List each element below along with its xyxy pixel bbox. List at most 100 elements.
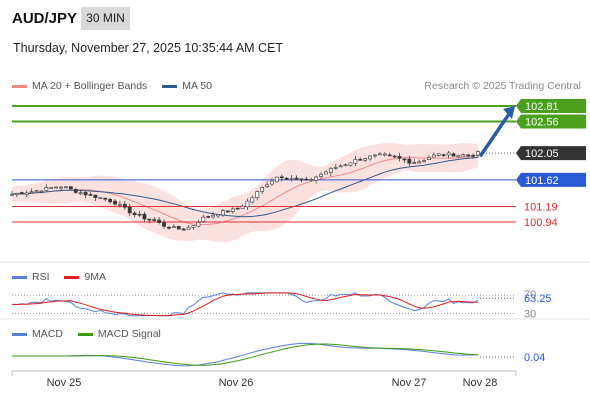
price-tag-102.81: [516, 99, 586, 113]
candle: [436, 153, 441, 156]
rsi-legend: RSI 9MA: [12, 271, 118, 283]
candle: [476, 151, 480, 156]
candle: [127, 207, 132, 214]
price-label-102.56: 102.56: [525, 117, 559, 129]
rsi-label: RSI: [32, 271, 50, 283]
candle: [108, 199, 113, 203]
candle: [324, 171, 328, 175]
symbol-title: AUD/JPY: [12, 10, 78, 27]
candle: [314, 176, 319, 181]
candle: [392, 155, 397, 158]
candle: [167, 226, 171, 229]
price-tag-102.05: [516, 146, 586, 161]
candle: [377, 153, 382, 156]
signal-swatch: [77, 332, 93, 336]
rsi-30-label: 30: [524, 308, 536, 320]
candle: [265, 184, 269, 188]
candle: [137, 213, 142, 216]
price-tag-101.62: [516, 172, 586, 187]
candle: [338, 165, 343, 168]
ma20-swatch: [12, 84, 27, 88]
x-tick-label: Nov 27: [392, 377, 427, 389]
timeframe-button[interactable]: 30 MIN: [81, 7, 130, 30]
candle: [39, 190, 44, 193]
price-label-102.05: 102.05: [525, 148, 559, 160]
arrow-head: [503, 106, 515, 119]
ma20-label: MA 20 + Bollinger Bands: [32, 80, 148, 92]
candle: [304, 178, 309, 181]
candle: [427, 157, 431, 160]
candle: [255, 191, 260, 199]
price-tag-102.56: [516, 114, 586, 129]
candle: [142, 213, 147, 220]
ma50-label: MA 50: [182, 80, 212, 92]
candle: [250, 197, 255, 203]
candle: [284, 177, 289, 180]
candle: [382, 153, 387, 156]
datetime-label: Thursday, November 27, 2025 10:35:44 AM …: [13, 41, 284, 55]
ma50-line: [11, 156, 479, 218]
price-levels: [12, 105, 516, 223]
price-label-101.19: 101.19: [524, 201, 558, 213]
x-tick-label: Nov 28: [463, 377, 498, 389]
price-legend: MA 20 + Bollinger Bands MA 50: [12, 80, 224, 92]
candle: [157, 219, 162, 223]
candle: [132, 212, 137, 216]
candle: [412, 162, 417, 164]
forecast-arrow: [479, 106, 515, 157]
candle: [225, 210, 230, 213]
candle: [363, 158, 368, 161]
candle: [368, 155, 372, 160]
macd-label: MACD: [32, 328, 63, 340]
candle: [171, 226, 176, 229]
rsi-swatch: [12, 275, 27, 279]
candle: [118, 203, 122, 206]
candle: [73, 189, 78, 193]
rsi-value-label: 63.25: [524, 293, 552, 305]
candle: [98, 197, 103, 200]
macd-signal-line: [12, 343, 479, 366]
macd-panel: 0.04: [0, 318, 590, 367]
candle: [191, 225, 196, 228]
candle: [186, 226, 191, 230]
candle: [461, 154, 466, 157]
candle: [466, 154, 471, 157]
ma50-swatch: [162, 84, 178, 88]
candle: [181, 228, 186, 231]
candle: [78, 192, 83, 195]
candle: [245, 200, 250, 208]
x-tick-label: Nov 26: [219, 377, 254, 389]
candle: [68, 186, 73, 190]
candle: [358, 159, 363, 161]
candle: [309, 179, 314, 181]
candle: [196, 222, 201, 227]
candle: [422, 160, 426, 162]
rsi-ma-line: [11, 292, 479, 317]
candle: [397, 156, 402, 159]
price-label-102.81: 102.81: [525, 101, 559, 113]
candle: [471, 154, 475, 157]
candle: [162, 222, 166, 227]
candle: [333, 167, 338, 169]
candle: [34, 190, 39, 192]
candle: [176, 226, 181, 230]
candle: [201, 216, 206, 222]
candle: [260, 187, 265, 192]
rsi-line: [11, 292, 479, 317]
candle: [59, 186, 63, 189]
macd-value-label: 0.04: [524, 352, 545, 364]
candle: [211, 214, 216, 218]
candle: [44, 187, 49, 191]
arrow-shaft: [479, 112, 511, 157]
bollinger-fill: [12, 142, 478, 243]
candle: [15, 192, 19, 195]
candle: [216, 214, 220, 217]
candle: [348, 162, 353, 166]
candle: [417, 161, 422, 164]
candle: [294, 177, 299, 180]
x-tick-label: Nov 25: [47, 377, 82, 389]
price-label-100.94: 100.94: [524, 217, 558, 229]
candle: [49, 187, 54, 189]
candle: [431, 154, 436, 158]
